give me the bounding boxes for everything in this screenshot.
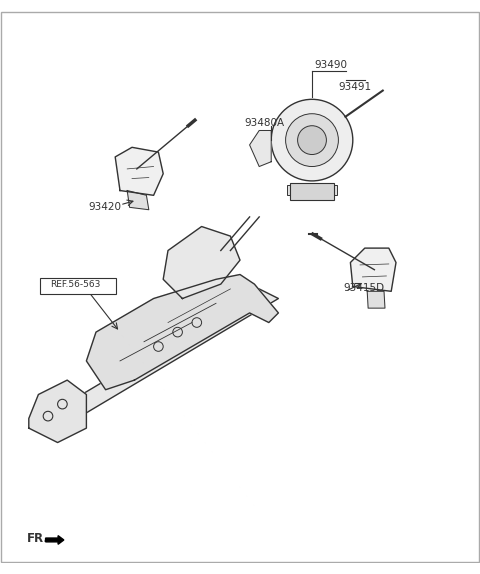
Polygon shape — [58, 289, 278, 418]
FancyBboxPatch shape — [40, 278, 116, 294]
Polygon shape — [29, 380, 86, 443]
Polygon shape — [367, 292, 385, 308]
Polygon shape — [115, 148, 163, 195]
Circle shape — [271, 99, 353, 181]
Bar — [306, 185, 318, 195]
Polygon shape — [86, 274, 278, 390]
Bar — [290, 183, 334, 200]
Bar — [287, 185, 299, 195]
Text: 93480A: 93480A — [245, 118, 285, 128]
Polygon shape — [127, 191, 149, 210]
Polygon shape — [163, 227, 240, 298]
Text: 93420: 93420 — [89, 201, 122, 212]
Circle shape — [286, 114, 338, 166]
Text: 93415D: 93415D — [343, 284, 384, 293]
FancyArrow shape — [46, 536, 64, 544]
Circle shape — [298, 126, 326, 154]
Text: FR.: FR. — [26, 532, 48, 545]
Text: REF.56-563: REF.56-563 — [50, 281, 101, 289]
Text: 93490: 93490 — [314, 60, 348, 70]
Polygon shape — [250, 130, 271, 166]
Text: 93491: 93491 — [338, 82, 372, 92]
Polygon shape — [350, 248, 396, 292]
Bar — [325, 185, 337, 195]
